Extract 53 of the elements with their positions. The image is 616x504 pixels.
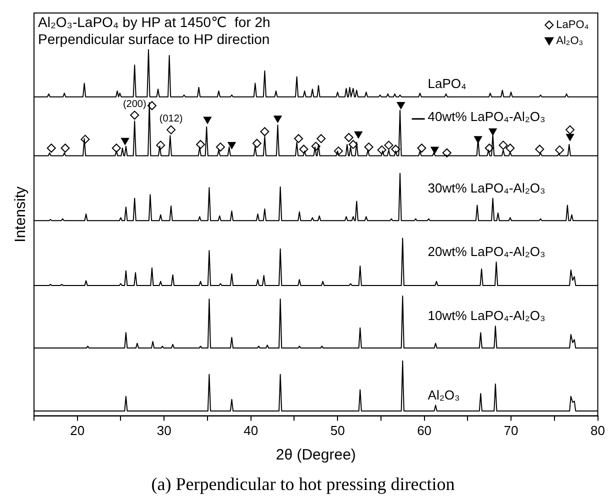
text: Perpendicular surface to HP direction	[38, 30, 270, 47]
point	[60, 144, 70, 153]
point	[488, 128, 497, 136]
point	[294, 134, 304, 144]
point	[430, 146, 439, 154]
legend-label: Al₂O₃	[556, 35, 584, 48]
x-tick-label: 60	[417, 423, 432, 438]
point	[228, 142, 236, 149]
legend-label: 40wt% LaPO₄-Al₂O₃	[428, 108, 546, 124]
point	[46, 144, 56, 153]
point	[274, 116, 282, 123]
point	[364, 142, 374, 152]
x-tick-label: 40	[244, 423, 258, 438]
point	[316, 134, 326, 144]
point	[121, 138, 130, 145]
x-tick-label: 30	[156, 423, 172, 438]
point	[130, 110, 140, 120]
point	[216, 142, 225, 152]
x-tick-label: 50	[330, 423, 345, 438]
point	[506, 144, 515, 153]
point	[498, 140, 508, 150]
point	[354, 131, 362, 138]
point	[166, 125, 176, 134]
annotation: (200)	[122, 98, 146, 110]
point	[566, 134, 574, 141]
point	[535, 144, 544, 154]
series-label: LaPO₄	[428, 76, 466, 92]
y-axis-title: Intensity	[12, 186, 30, 242]
point	[260, 127, 270, 136]
annotation: (012)	[159, 114, 183, 125]
point	[417, 144, 426, 153]
series-label: 10wt% LaPO₄-Al₂O₃	[428, 308, 546, 324]
point	[299, 144, 308, 154]
x-axis-title: 2θ (Degree)	[276, 446, 356, 464]
point	[566, 125, 575, 134]
x-tick-label: 20	[70, 423, 85, 438]
series-label: Al₂O₃	[428, 387, 460, 402]
point	[396, 102, 405, 110]
x-tick-label: 70	[504, 423, 518, 438]
point	[384, 140, 394, 150]
point	[204, 116, 212, 124]
series-label: 20wt% LaPO₄-Al₂O₃	[428, 244, 546, 260]
x-tick-label: 80	[590, 423, 606, 438]
series-label: 30wt% LaPO₄-Al₂O₃	[428, 180, 546, 196]
legend-label: LaPO₄	[556, 19, 590, 32]
point	[555, 145, 564, 154]
point	[196, 140, 206, 149]
point	[348, 140, 358, 149]
point	[252, 138, 262, 148]
text: Al₂O₃-LaPO₄ by HP at 1450℃ for 2h	[38, 14, 270, 30]
point	[112, 144, 121, 153]
point	[344, 133, 354, 142]
text: (a) Perpendicular to hot pressing direction	[151, 474, 455, 494]
